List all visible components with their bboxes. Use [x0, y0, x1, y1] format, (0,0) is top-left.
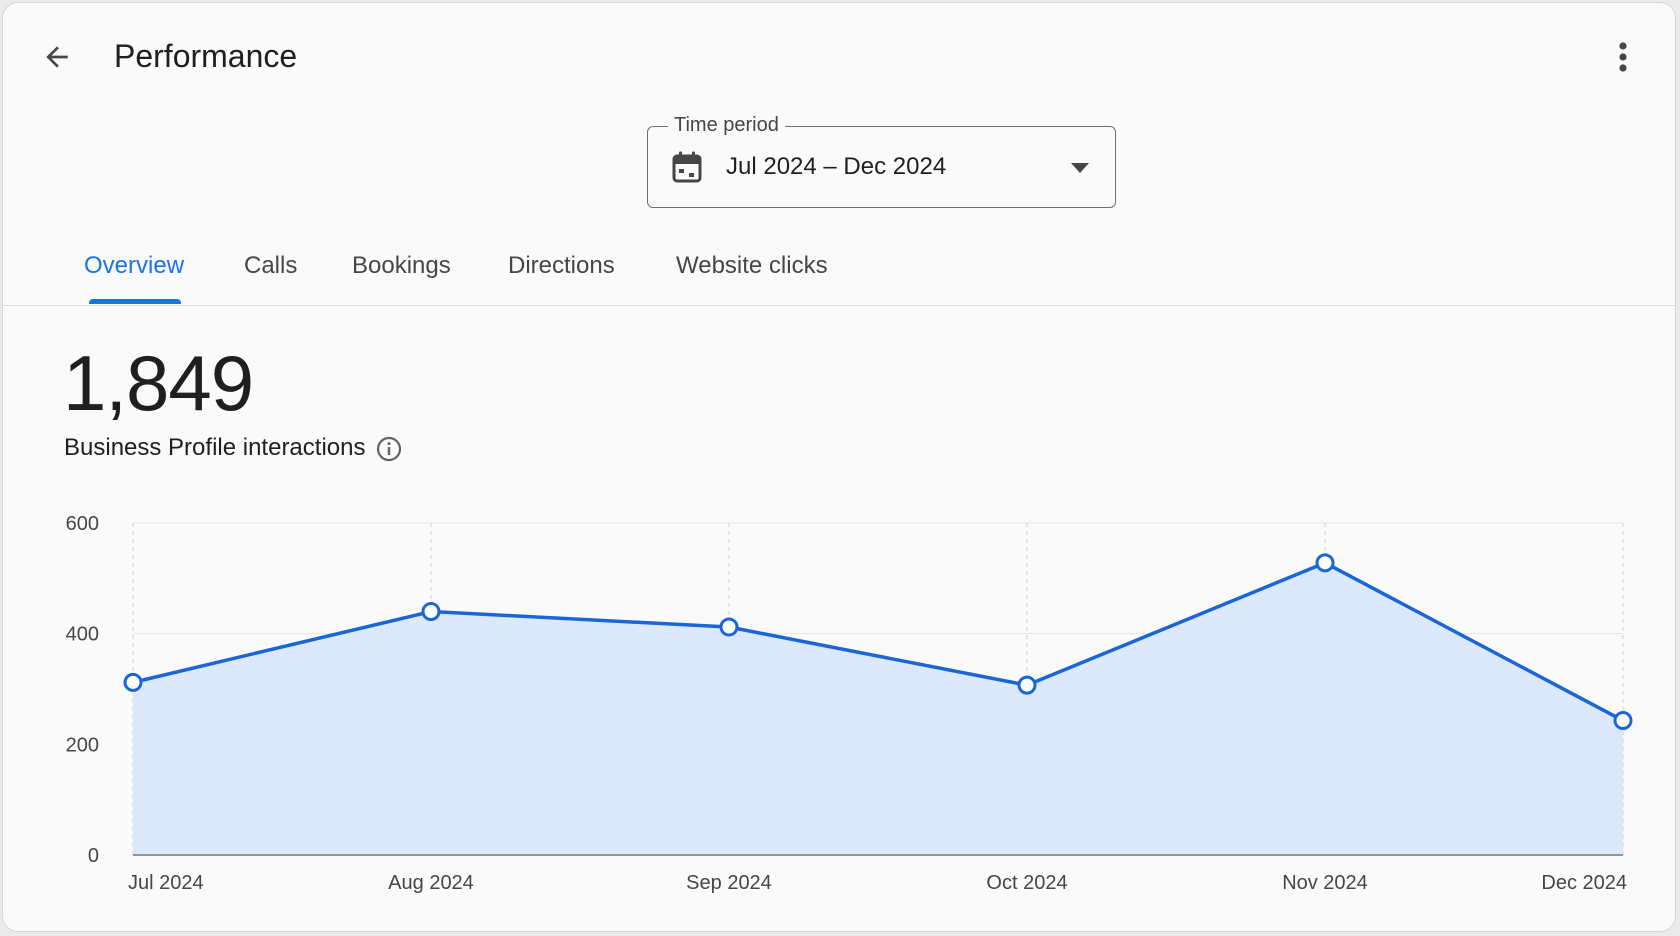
- x-tick-label: Sep 2024: [686, 872, 772, 894]
- tab-bookings[interactable]: Bookings: [352, 252, 451, 279]
- area-fill: [133, 562, 1623, 855]
- data-point[interactable]: [1613, 711, 1633, 731]
- y-tick-label: 200: [66, 734, 99, 756]
- active-tab-indicator: [89, 299, 181, 304]
- chart-x-ticks: Jul 2024 Aug 2024 Sep 2024 Oct 2024 Nov 2024…: [128, 872, 1627, 894]
- x-tick-label: Oct 2024: [986, 872, 1067, 894]
- x-tick-label: Dec 2024: [1541, 872, 1627, 894]
- calendar-icon: [672, 151, 702, 183]
- interactions-total: 1,849: [63, 339, 254, 427]
- series-line: [132, 561, 1624, 723]
- tab-overview[interactable]: Overview: [84, 252, 185, 279]
- more-options-button[interactable]: [1601, 33, 1645, 81]
- chart-y-ticks: 0 200 400 600: [66, 513, 99, 867]
- info-icon[interactable]: [375, 435, 403, 463]
- y-tick-label: 400: [66, 624, 99, 646]
- more-vert-icon: [1619, 42, 1627, 72]
- data-point[interactable]: [1017, 675, 1037, 695]
- time-period-select[interactable]: Time period Jul 2024 – Dec 2024: [647, 113, 1116, 208]
- page-title: Performance: [114, 38, 298, 74]
- chart-area-layer: [133, 562, 1623, 856]
- data-point[interactable]: [1315, 553, 1335, 573]
- x-tick-label: Nov 2024: [1282, 872, 1368, 894]
- time-period-label: Time period: [668, 113, 785, 137]
- dropdown-arrow-icon: [1071, 163, 1089, 173]
- back-button[interactable]: [33, 33, 81, 81]
- data-point[interactable]: [719, 617, 739, 637]
- data-point[interactable]: [421, 602, 441, 622]
- arrow-back-icon: [46, 46, 68, 68]
- chart-line-layer: [132, 561, 1624, 723]
- interactions-chart: 0 200 400 600 Jul 2024 Aug 2024 Sep 2024 Oct 2…: [66, 513, 1633, 894]
- y-tick-label: 0: [88, 845, 99, 867]
- chart-points: [123, 553, 1633, 731]
- data-point[interactable]: [123, 672, 143, 692]
- time-period-value: Jul 2024 – Dec 2024: [726, 153, 947, 180]
- tab-bar: Overview Calls Bookings Directions Websi…: [3, 231, 1675, 306]
- tab-calls[interactable]: Calls: [244, 252, 298, 279]
- x-tick-label: Aug 2024: [388, 872, 474, 894]
- interactions-label: Business Profile interactions: [64, 434, 366, 461]
- tab-directions[interactable]: Directions: [508, 252, 615, 279]
- x-tick-label: Jul 2024: [128, 872, 204, 894]
- tab-website-clicks[interactable]: Website clicks: [676, 252, 828, 279]
- y-tick-label: 600: [66, 513, 99, 535]
